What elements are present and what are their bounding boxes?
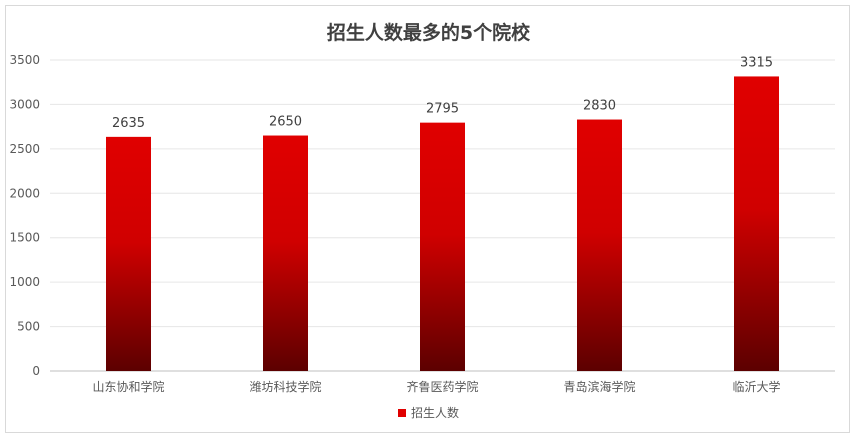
bar bbox=[420, 122, 465, 371]
data-label: 3315 bbox=[740, 55, 773, 70]
data-label: 2795 bbox=[426, 102, 459, 117]
y-tick-label: 2500 bbox=[9, 142, 40, 156]
y-tick-label: 2000 bbox=[9, 186, 40, 200]
y-tick-label: 500 bbox=[17, 320, 40, 334]
x-category-label: 潍坊科技学院 bbox=[249, 379, 321, 394]
y-tick-label: 3500 bbox=[9, 53, 40, 67]
bar bbox=[577, 119, 622, 371]
x-category-label: 临沂大学 bbox=[732, 379, 780, 394]
legend-swatch bbox=[397, 408, 406, 417]
y-tick-label: 1500 bbox=[9, 231, 40, 245]
data-label: 2635 bbox=[112, 116, 145, 131]
x-category-label: 青岛滨海学院 bbox=[563, 379, 635, 394]
legend-label: 招生人数 bbox=[410, 406, 459, 420]
data-label: 2830 bbox=[583, 99, 616, 114]
bar bbox=[263, 135, 308, 371]
legend: 招生人数 bbox=[0, 404, 857, 421]
chart-title: 招生人数最多的5个院校 bbox=[326, 22, 531, 44]
data-label: 2650 bbox=[269, 115, 302, 130]
x-category-label: 山东协和学院 bbox=[92, 379, 164, 394]
y-tick-label: 3000 bbox=[9, 97, 40, 111]
y-tick-label: 1000 bbox=[9, 275, 40, 289]
x-category-label: 齐鲁医药学院 bbox=[406, 379, 478, 394]
y-tick-label: 0 bbox=[32, 364, 40, 378]
bar bbox=[106, 136, 151, 371]
bar bbox=[734, 76, 779, 371]
